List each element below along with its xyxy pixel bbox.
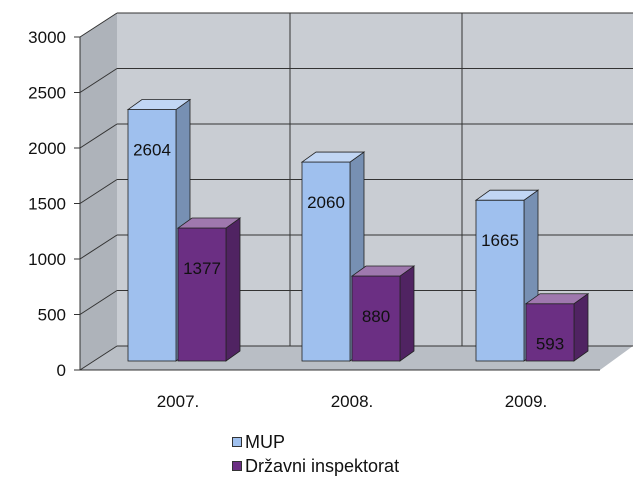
data-label: 2604 [133, 141, 171, 160]
legend: MUP Državni inspektorat [232, 430, 399, 478]
y-tick-label: 2500 [28, 84, 66, 103]
legend-item-inspektorat: Državni inspektorat [232, 454, 399, 478]
data-label: 1665 [481, 231, 519, 250]
legend-swatch-inspektorat [232, 461, 242, 471]
data-label: 2060 [307, 193, 345, 212]
bar-front [476, 200, 524, 361]
data-label: 1377 [183, 259, 221, 278]
y-tick-label: 1000 [28, 250, 66, 269]
y-tick-label: 2000 [28, 139, 66, 158]
data-label: 593 [536, 335, 564, 354]
y-tick-label: 3000 [28, 28, 66, 47]
legend-label-inspektorat: Državni inspektorat [245, 456, 399, 477]
bar: 593 [526, 294, 588, 361]
bar-chart: 0 500 1000 1500 2000 2500 3000 2604 1377 2060 880… [0, 0, 633, 430]
bar-side [400, 266, 414, 361]
x-tick-label: 2008. [331, 392, 374, 411]
y-tick-label: 1500 [28, 195, 66, 214]
x-tick-label: 2009. [505, 392, 548, 411]
y-tick-label: 500 [38, 306, 66, 325]
bar: 1377 [178, 218, 240, 361]
data-label: 880 [362, 307, 390, 326]
legend-swatch-mup [232, 437, 242, 447]
x-axis: 2007. 2008. 2009. [157, 392, 548, 411]
bar-front [178, 228, 226, 361]
y-tick-label: 0 [57, 361, 66, 380]
bar-side [574, 294, 588, 361]
bar-front [302, 162, 350, 361]
legend-label-mup: MUP [245, 432, 285, 453]
bar-side [226, 218, 240, 361]
legend-item-mup: MUP [232, 430, 399, 454]
x-tick-label: 2007. [157, 392, 200, 411]
bar: 880 [352, 266, 414, 361]
